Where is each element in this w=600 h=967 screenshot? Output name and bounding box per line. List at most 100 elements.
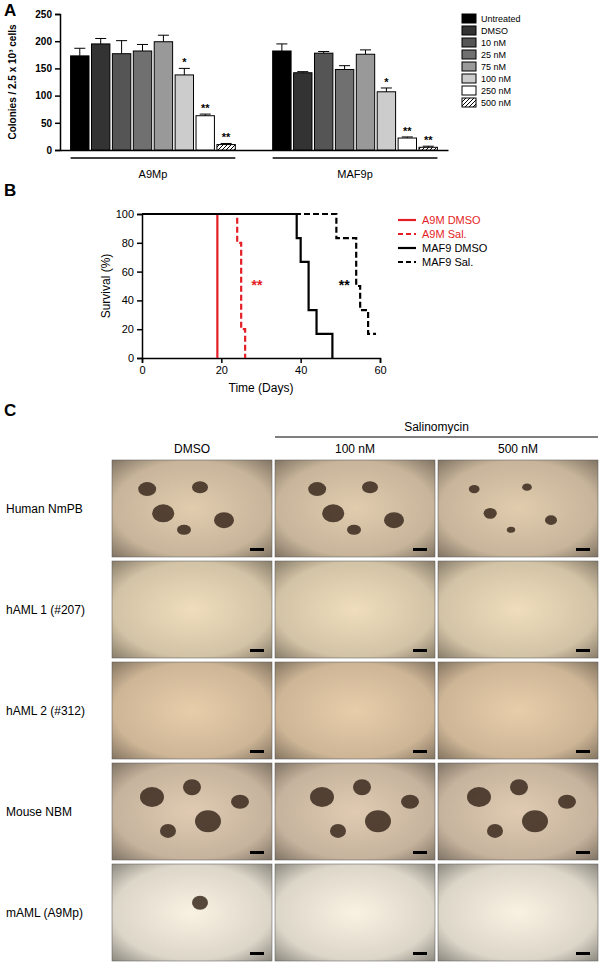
tick-label: 0	[128, 352, 134, 364]
tick: 40	[295, 358, 307, 376]
survival-line	[142, 214, 332, 358]
legend-label: 250 nM	[481, 86, 511, 96]
tick-label: 50	[41, 118, 53, 129]
colony	[467, 787, 491, 807]
error-bar	[318, 52, 329, 54]
micrograph-field	[438, 864, 598, 961]
legend-item: Untreated	[462, 14, 521, 24]
tick-mark	[55, 150, 60, 152]
legend-label: 100 nM	[481, 74, 511, 84]
legend-swatch	[462, 62, 476, 71]
tick: 200	[35, 36, 60, 47]
micrograph	[275, 662, 435, 759]
tick: 20	[216, 358, 228, 376]
tick-mark	[55, 68, 60, 70]
survival-line	[142, 214, 376, 334]
panel-b: B0204060801000204060Survival (%)Time (Da…	[4, 181, 488, 395]
colony	[322, 504, 344, 522]
legend-item: DMSO	[462, 26, 508, 36]
micrograph-field	[275, 763, 435, 860]
bars	[71, 35, 438, 150]
error-bar	[423, 146, 434, 147]
x-axis: 0204060	[139, 358, 386, 376]
legend-item: 75 nM	[462, 62, 506, 72]
tick-mark	[55, 14, 60, 16]
column-group-rule	[275, 436, 598, 437]
legend-swatch	[398, 219, 416, 221]
colony	[347, 525, 361, 535]
tick: 80	[122, 237, 142, 249]
colony	[362, 481, 378, 493]
legend-swatch	[462, 86, 476, 95]
tick-mark	[55, 123, 60, 125]
annotation: **	[339, 277, 350, 293]
tick: 20	[122, 323, 142, 335]
tick-label: 0	[139, 364, 145, 376]
legend-label: Untreated	[481, 14, 521, 24]
scale-bar	[250, 851, 264, 854]
micrograph	[112, 763, 272, 860]
colony	[152, 504, 174, 522]
colony	[384, 512, 404, 528]
tick-label: 40	[295, 364, 307, 376]
legend-label: MAF9 DMSO	[422, 242, 488, 254]
y-axis-title: Survival (%)	[99, 254, 113, 319]
scale-bar	[250, 548, 264, 551]
bar	[91, 44, 109, 150]
annotation: **	[252, 277, 263, 293]
micrograph-field	[275, 662, 435, 759]
scale-bar	[576, 750, 590, 753]
tick-mark	[137, 329, 142, 331]
bar	[175, 75, 193, 150]
scale-bar	[250, 952, 264, 955]
error-bar	[74, 48, 85, 56]
tick: 250	[35, 9, 60, 20]
micrograph	[112, 561, 272, 658]
colony	[507, 527, 515, 533]
colony	[160, 824, 176, 838]
micrograph-field	[112, 561, 272, 658]
tick: A9Mp	[139, 150, 168, 180]
tick-label: 20	[122, 323, 134, 335]
x-axis: A9Mp MAF9p	[61, 150, 449, 180]
micrograph	[275, 864, 435, 961]
legend-item: MAF9 Sal.	[398, 256, 473, 268]
bar	[273, 51, 291, 150]
scale-bar	[576, 851, 590, 854]
tick-mark	[55, 41, 60, 43]
tick-mark	[142, 358, 144, 363]
tick-label: 200	[35, 36, 52, 47]
scale-bar	[413, 649, 427, 652]
significance: **	[201, 102, 210, 114]
lines	[142, 214, 376, 358]
row-label: hAML 2 (#312)	[6, 704, 85, 718]
micrograph-field	[112, 763, 272, 860]
group-underline	[71, 157, 236, 159]
micrograph	[275, 561, 435, 658]
tick-mark	[55, 95, 60, 97]
colony	[353, 779, 371, 795]
bar	[377, 92, 395, 150]
legend-label: 10 nM	[481, 38, 506, 48]
annotations: ** **	[252, 277, 351, 293]
legend-swatch	[462, 74, 476, 83]
tick-label: MAF9p	[337, 168, 372, 180]
legend-swatch	[398, 233, 416, 235]
bar	[217, 145, 235, 150]
scale-bar	[413, 750, 427, 753]
legend-swatch	[462, 98, 476, 107]
tick-label: 0	[46, 145, 52, 156]
colony	[214, 512, 234, 528]
y-axis-line	[55, 15, 61, 151]
legend-item: 250 nM	[462, 86, 511, 96]
colony	[183, 779, 201, 795]
row-label: mAML (A9Mp)	[6, 906, 83, 920]
colony	[365, 810, 391, 832]
tick: 100	[116, 208, 142, 220]
micrograph-field	[438, 662, 598, 759]
colony	[510, 779, 528, 795]
panel-label: B	[4, 181, 16, 200]
x-axis-line	[143, 359, 381, 364]
error-bar	[276, 44, 287, 51]
y-axis-line	[137, 215, 143, 359]
